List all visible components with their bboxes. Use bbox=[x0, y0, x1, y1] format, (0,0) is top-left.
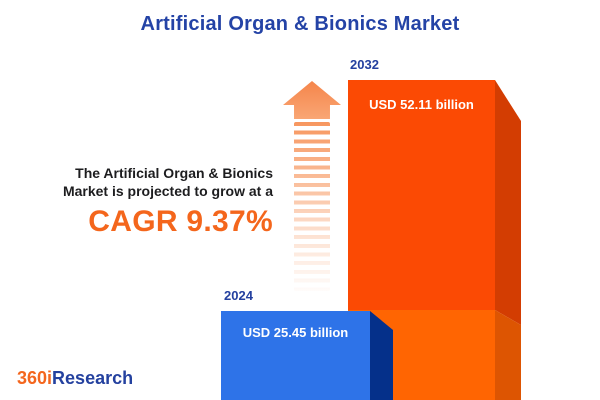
annotation-line-2: Market is projected to grow at a bbox=[62, 183, 273, 199]
arrow-up-head-icon bbox=[283, 81, 341, 119]
bar-2032-side-upper bbox=[495, 80, 521, 325]
bar-2032-side-lower bbox=[495, 310, 521, 400]
bar-2032-value-label: USD 52.11 billion bbox=[369, 97, 474, 112]
bar-2024-year-label: 2024 bbox=[224, 288, 253, 303]
bar-2024-side bbox=[370, 311, 393, 400]
bar-2024-value-label: USD 25.45 billion bbox=[242, 325, 349, 340]
brand-logo: 360iResearch bbox=[17, 368, 133, 389]
annotation-block: The Artificial Organ & Bionics Market is… bbox=[63, 164, 273, 239]
chart-title: Artificial Organ & Bionics Market bbox=[140, 13, 460, 35]
annotation-line-1: The Artificial Organ & Bionics bbox=[75, 165, 273, 181]
bar-2032-front-upper bbox=[348, 80, 495, 310]
brand-logo-360i: 360i bbox=[17, 368, 53, 388]
cagr-value: CAGR 9.37% bbox=[88, 205, 273, 238]
brand-logo-research: Research bbox=[52, 368, 134, 388]
bar-2032-year-label: 2032 bbox=[350, 57, 379, 72]
arrow-stripes-icon bbox=[294, 122, 330, 291]
bar-2024-front bbox=[221, 311, 370, 400]
